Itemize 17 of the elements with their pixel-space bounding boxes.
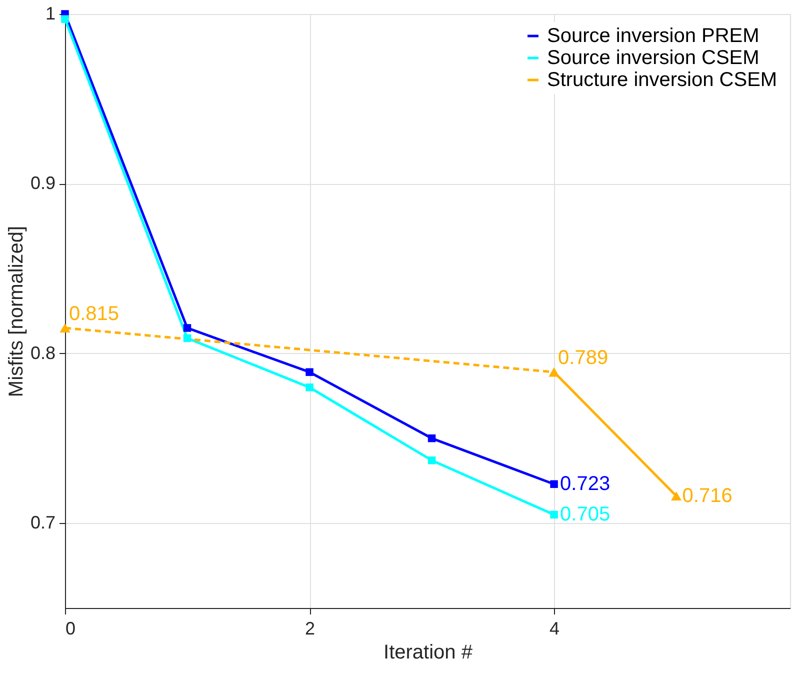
y-tick-label: 0.8 [30,342,56,363]
x-tick-label: 0 [66,618,76,638]
data-label: 0.815 [69,302,120,325]
x-axis-title: Iteration # [384,642,474,664]
y-tick-label: 0.7 [30,512,56,533]
legend-label: Source inversion CSEM [547,47,760,69]
legend-label: Structure inversion CSEM [547,69,778,91]
x-tick-label: 2 [305,618,316,638]
x-tick-label: 4 [550,618,560,638]
y-tick-label: 0.9 [30,173,56,194]
data-label: 0.705 [560,504,610,526]
y-tick-label: 1 [45,4,56,24]
legend-label: Source inversion PREM [547,25,760,47]
data-label: 0.723 [560,473,610,496]
data-label: 0.789 [558,347,608,370]
data-label: 0.716 [682,484,732,507]
y-axis-title: Misfits [normalized] [5,226,28,398]
